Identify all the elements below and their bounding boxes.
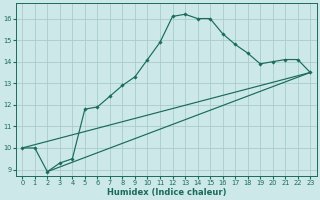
X-axis label: Humidex (Indice chaleur): Humidex (Indice chaleur)	[107, 188, 226, 197]
